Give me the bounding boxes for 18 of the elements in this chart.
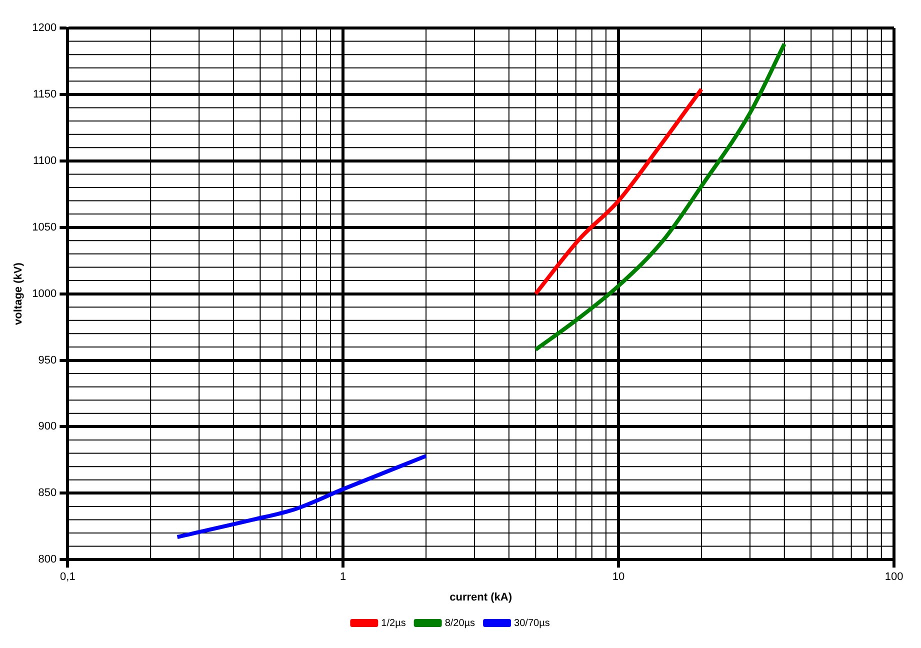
y-tick-label: 900 [38, 420, 57, 433]
x-tick-label: 1 [340, 571, 346, 584]
y-tick-label: 1200 [32, 22, 57, 34]
x-tick-label: 0,1 [60, 571, 76, 584]
legend-label: 8/20µs [444, 618, 476, 629]
y-tick-label: 1150 [33, 88, 57, 100]
y-tick-label: 850 [38, 487, 57, 500]
y-tick-label: 1000 [32, 288, 57, 300]
y-tick-label: 1050 [32, 221, 57, 234]
y-tick-label: 1100 [33, 154, 57, 167]
x-tick-label: 100 [884, 571, 904, 584]
x-tick-label: 10 [612, 571, 625, 584]
legend-label: 30/70µs [514, 618, 550, 629]
y-axis-title: voltage (kV) [12, 262, 25, 325]
legend-label: 1/2µs [381, 618, 406, 629]
y-tick-label: 800 [38, 554, 57, 566]
y-tick-label: 950 [38, 354, 57, 366]
x-axis-title: current (kA) [450, 591, 512, 604]
